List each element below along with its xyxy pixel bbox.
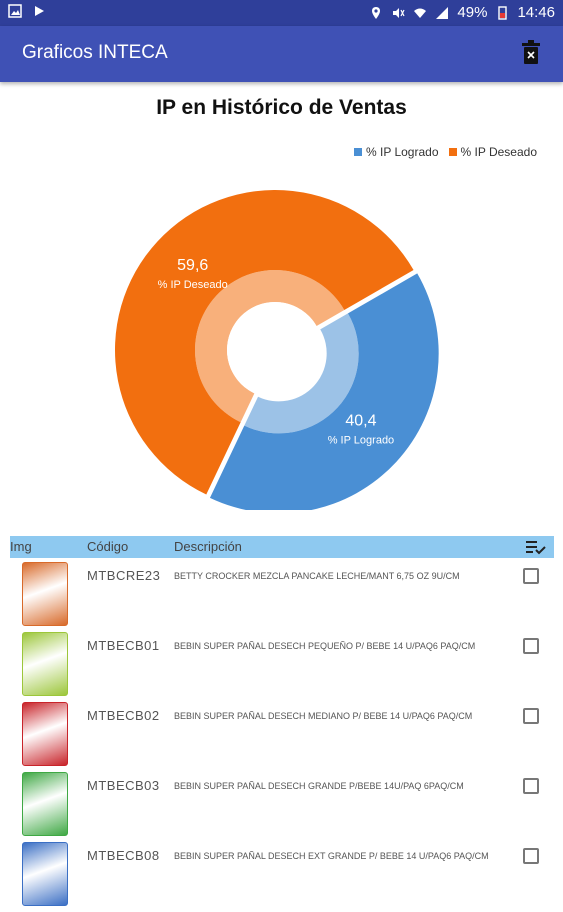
product-image — [22, 842, 68, 906]
header-code: Código — [87, 539, 129, 554]
product-code: MTBCRE23 — [87, 568, 161, 583]
battery-percent: 49% — [457, 4, 488, 21]
select-all-icon[interactable] — [526, 539, 546, 555]
table-row[interactable]: MTBECB01 BEBIN SUPER PAÑAL DESECH PEQUEÑ… — [10, 632, 554, 702]
gallery-notification-icon — [8, 4, 22, 18]
slice-value-label: 59,6 — [177, 257, 208, 274]
product-code: MTBECB01 — [87, 638, 160, 653]
signal-icon — [436, 6, 449, 19]
product-code: MTBECB02 — [87, 708, 160, 723]
clock: 14:46 — [517, 4, 555, 21]
header-img: Img — [10, 539, 32, 554]
table-row[interactable]: MTBECB03 BEBIN SUPER PAÑAL DESECH GRANDE… — [10, 772, 554, 842]
product-description: BETTY CROCKER MEZCLA PANCAKE LECHE/MANT … — [174, 571, 460, 581]
wifi-icon — [414, 8, 427, 18]
status-bar: 49% 14:46 — [0, 0, 563, 26]
legend-swatch — [354, 148, 362, 156]
table-row[interactable]: MTBCRE23 BETTY CROCKER MEZCLA PANCAKE LE… — [10, 562, 554, 632]
table-header: Img Código Descripción — [10, 536, 554, 558]
slice-name-label: % IP Deseado — [158, 279, 228, 291]
legend-label: % IP Deseado — [460, 145, 538, 159]
product-description: BEBIN SUPER PAÑAL DESECH MEDIANO P/ BEBE… — [174, 711, 473, 721]
product-image — [22, 772, 68, 836]
product-description: BEBIN SUPER PAÑAL DESECH EXT GRANDE P/ B… — [174, 851, 489, 861]
table-row[interactable]: MTBECB02 BEBIN SUPER PAÑAL DESECH MEDIAN… — [10, 702, 554, 772]
row-checkbox[interactable] — [523, 638, 539, 654]
app-title: Graficos INTECA — [22, 42, 168, 63]
donut-chart: 40,4 % IP Logrado 59,6 % IP Deseado — [115, 190, 439, 510]
pie-slice[interactable] — [115, 190, 414, 495]
chart-legend: % IP Logrado % IP Deseado — [354, 145, 537, 159]
product-description: BEBIN SUPER PAÑAL DESECH GRANDE P/BEBE 1… — [174, 781, 464, 791]
legend-item: % IP Deseado — [448, 145, 538, 159]
product-code: MTBECB08 — [87, 848, 160, 863]
product-code: MTBECB03 — [87, 778, 160, 793]
mute-icon — [393, 7, 405, 18]
table-row[interactable]: MTBECB08 BEBIN SUPER PAÑAL DESECH EXT GR… — [10, 842, 554, 912]
location-icon — [372, 6, 381, 19]
product-image — [22, 632, 68, 696]
product-description: BEBIN SUPER PAÑAL DESECH PEQUEÑO P/ BEBE… — [174, 641, 476, 651]
legend-swatch — [448, 148, 457, 156]
pie-slice[interactable] — [195, 270, 345, 423]
row-checkbox[interactable] — [523, 708, 539, 724]
pie-slice[interactable] — [244, 313, 359, 434]
product-image — [22, 562, 68, 626]
header-description: Descripción — [174, 539, 242, 554]
chart-title: IP en Histórico de Ventas — [156, 96, 407, 119]
app-bar: Graficos INTECA — [0, 26, 563, 82]
slice-name-label: % IP Logrado — [328, 434, 394, 446]
battery-icon — [498, 5, 508, 20]
row-checkbox[interactable] — [523, 568, 539, 584]
row-checkbox[interactable] — [523, 778, 539, 794]
legend-label: % IP Logrado — [366, 145, 439, 159]
product-image — [22, 702, 68, 766]
slice-value-label: 40,4 — [345, 412, 376, 429]
delete-icon[interactable] — [521, 40, 541, 66]
donut-hole — [227, 302, 323, 398]
row-checkbox[interactable] — [523, 848, 539, 864]
legend-item: % IP Logrado — [354, 145, 439, 159]
pie-slice[interactable] — [209, 273, 439, 510]
play-notification-icon — [35, 6, 44, 16]
